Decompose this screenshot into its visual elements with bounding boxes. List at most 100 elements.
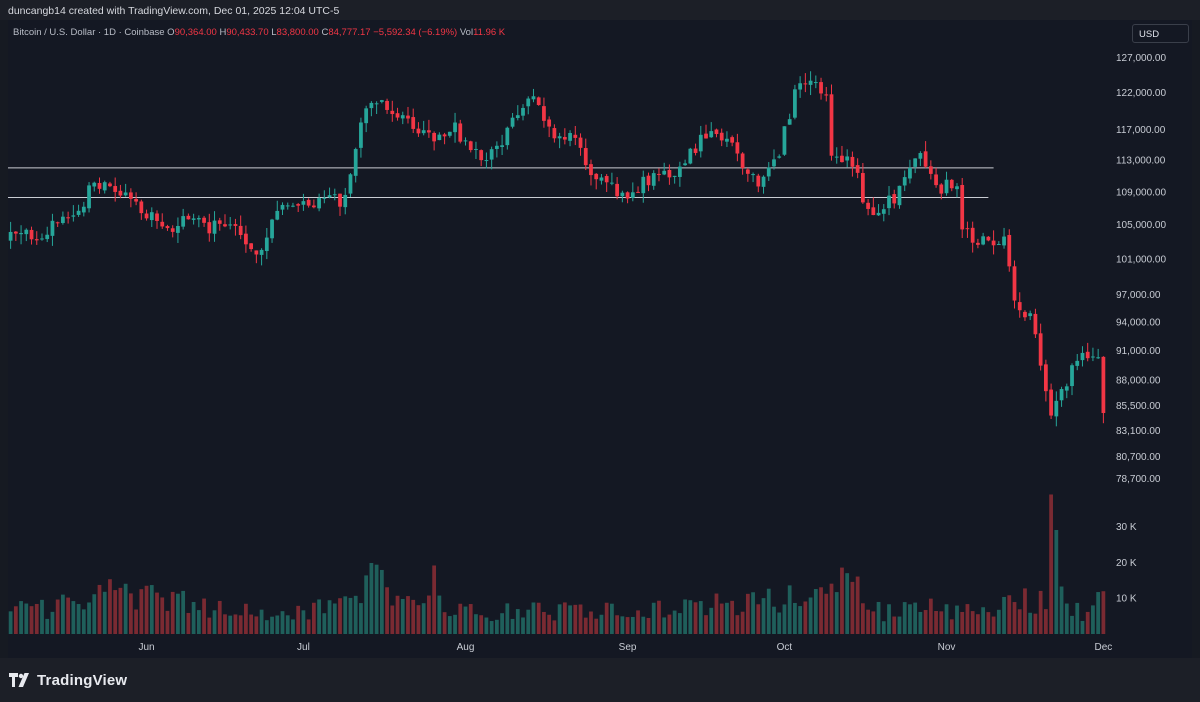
candle-body [395, 113, 400, 118]
candle-body [1012, 266, 1017, 301]
candle-body [170, 228, 175, 232]
candle-body [714, 129, 719, 135]
candle-body [913, 158, 918, 167]
date-axis-label: Dec [1094, 642, 1112, 653]
candle-body [939, 184, 944, 194]
candle-body [1017, 302, 1022, 311]
volume-bar [672, 610, 677, 634]
candle-body [657, 173, 661, 175]
candle-body [756, 175, 761, 187]
volume-bar [599, 614, 604, 634]
volume-bar [364, 575, 369, 634]
volume-bar [66, 597, 71, 634]
currency-button[interactable]: USD [1132, 24, 1189, 43]
volume-bar [923, 610, 928, 634]
candle-body [610, 182, 614, 184]
volume-axis-label: 10 K [1116, 594, 1137, 605]
candle-body [934, 174, 938, 186]
candle-body [406, 115, 410, 119]
volume-bar [725, 602, 729, 634]
candle-body [824, 94, 829, 96]
candle-body [13, 231, 18, 234]
volume-bar [557, 604, 562, 634]
candle-body [364, 108, 369, 124]
candle-body [259, 249, 264, 255]
volume-bar [1033, 613, 1038, 634]
volume-bar [719, 603, 724, 634]
date-axis-label: Jun [138, 642, 154, 653]
candle-body [777, 156, 782, 158]
volume-bar [871, 611, 876, 634]
top-bar: duncangb14 created with TradingView.com,… [0, 0, 1200, 20]
candle-body [55, 222, 60, 224]
candle-body [139, 201, 144, 214]
close-value: 84,777.17 [328, 27, 371, 38]
volume-bar [991, 616, 996, 634]
volume-bar [494, 619, 499, 634]
volume-axis-label: 20 K [1116, 558, 1137, 569]
candle-body [709, 131, 714, 138]
candle-body [897, 185, 902, 206]
chart-area[interactable]: 127,000.00 122,000.00 117,000.00 113,000.00… [8, 20, 1192, 658]
candle-body [1091, 356, 1095, 358]
volume-bar [102, 591, 107, 634]
volume-bar [834, 592, 839, 634]
price-axis-label: 83,100.00 [1116, 426, 1161, 437]
candle-body [160, 221, 165, 227]
volume-bar [113, 590, 118, 634]
candle-body [202, 217, 206, 223]
candle-body [1023, 311, 1027, 318]
tradingview-logo[interactable]: TradingView [9, 670, 127, 690]
candle-body [918, 153, 923, 159]
volume-bar [955, 605, 959, 634]
volume-bar [761, 598, 766, 634]
volume-bar [845, 573, 850, 634]
candle-body [489, 149, 494, 160]
volume-bar [730, 600, 735, 634]
volume-bar [860, 603, 865, 634]
candle-body [955, 186, 959, 190]
candle-body [144, 213, 149, 219]
candle-body [442, 134, 447, 137]
volume-bar [34, 603, 39, 634]
volume-bar [427, 595, 431, 634]
price-axis-label: 117,000.00 [1116, 125, 1166, 136]
volume-bar [829, 583, 834, 634]
candle-body [719, 132, 724, 141]
volume-bar [447, 616, 452, 634]
volume-bar [128, 593, 133, 634]
volume-bar [944, 604, 949, 634]
candle-body [254, 250, 259, 255]
volume-bar [458, 603, 463, 634]
candlestick-chart[interactable]: 127,000.00 122,000.00 117,000.00 113,000.00… [8, 20, 1192, 658]
candle-body [1085, 351, 1090, 359]
candle-body [677, 166, 682, 177]
price-axis-label: 91,000.00 [1116, 346, 1161, 357]
candle-body [981, 236, 986, 245]
volume-bar [745, 593, 750, 634]
volume-bar [468, 604, 473, 634]
candle-body [798, 83, 803, 90]
volume-bar [50, 611, 55, 634]
candle-body [427, 130, 431, 133]
volume-bar [296, 605, 301, 634]
volume-bar [249, 614, 254, 634]
volume-bar [108, 579, 112, 634]
candle-body [212, 220, 217, 234]
volume-bar [855, 576, 860, 634]
tradingview-logo-icon [9, 673, 29, 687]
candle-body [468, 141, 473, 151]
date-axis-label: Sep [619, 642, 637, 653]
candle-body [636, 191, 640, 193]
candle-body [1101, 356, 1106, 414]
volume-bar [573, 604, 578, 634]
volume-bar [489, 621, 494, 634]
symbol-title: Bitcoin / U.S. Dollar · 1D · Coinbase [13, 27, 165, 38]
candle-body [270, 219, 274, 239]
candle-body [463, 140, 468, 142]
volume-bar [416, 605, 421, 634]
candle-body [421, 130, 426, 134]
volume-bar [897, 616, 902, 634]
volume-bar [662, 617, 667, 634]
volume-bar [8, 611, 13, 634]
